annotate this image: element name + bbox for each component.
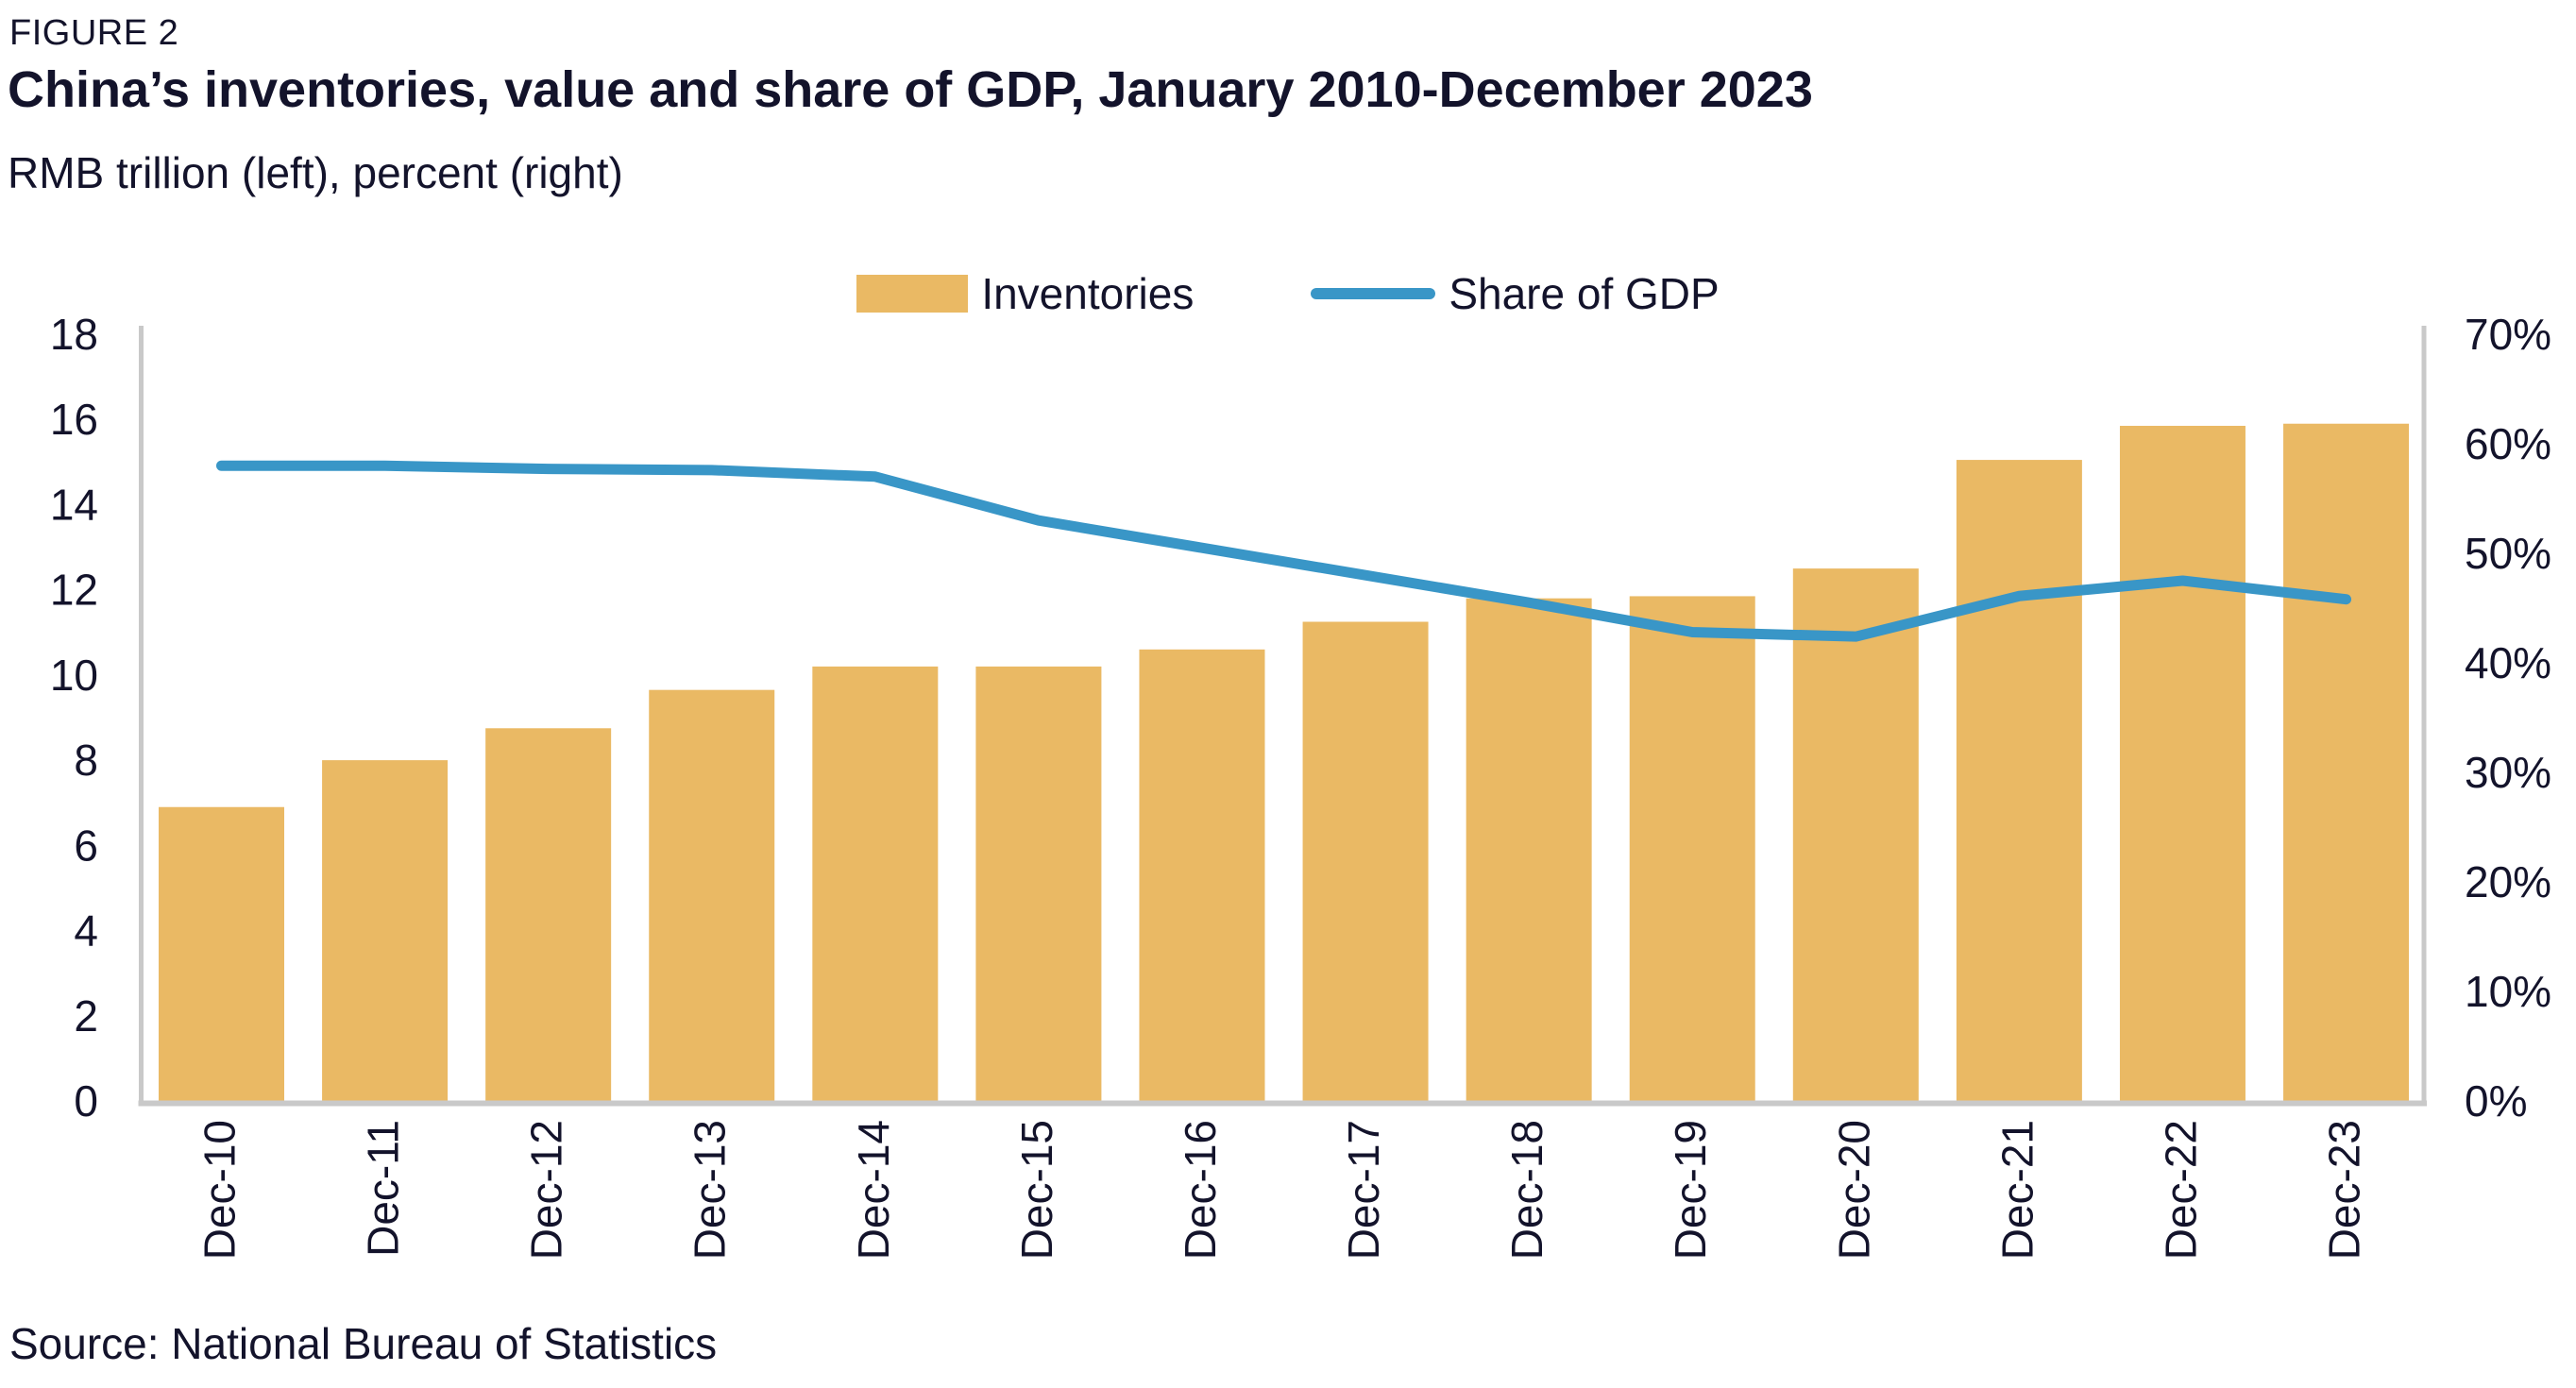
y-left-tick-label: 10 xyxy=(50,651,98,700)
chart-subtitle: RMB trillion (left), percent (right) xyxy=(8,148,623,197)
inventories-bar xyxy=(159,806,284,1101)
y-right-tick-label: 70% xyxy=(2465,310,2551,359)
y-right-tick-label: 50% xyxy=(2465,529,2551,578)
inventories-bar xyxy=(1139,649,1265,1101)
inventories-bar xyxy=(2119,425,2246,1101)
inventories-bar xyxy=(649,689,775,1101)
x-tick-label: Dec-17 xyxy=(1339,1120,1388,1260)
y-left-tick-label: 8 xyxy=(74,736,98,785)
y-left-tick-label: 14 xyxy=(50,480,98,529)
x-tick-label: Dec-20 xyxy=(1829,1120,1878,1260)
share-of-gdp-line xyxy=(216,460,2352,642)
inventories-bar xyxy=(1302,621,1429,1101)
y-right-tick-label: 60% xyxy=(2465,419,2551,468)
inventories-bar xyxy=(1466,598,1592,1101)
source-note: Source: National Bureau of Statistics xyxy=(9,1319,718,1368)
x-tick-label: Dec-14 xyxy=(849,1120,898,1260)
y-left-tick-label: 0 xyxy=(74,1076,98,1126)
inventories-bar xyxy=(2283,423,2410,1101)
y-right-tick-label: 40% xyxy=(2465,638,2551,687)
inventories-bar xyxy=(812,666,939,1101)
x-tick-label: Dec-15 xyxy=(1012,1120,1061,1260)
x-tick-label: Dec-21 xyxy=(1992,1120,2042,1260)
y-left-tick-label: 4 xyxy=(74,906,98,956)
inventories-bar xyxy=(322,760,449,1101)
y-left-tick-label: 12 xyxy=(50,566,98,615)
x-tick-label: Dec-11 xyxy=(359,1120,408,1257)
y-left-tick-label: 18 xyxy=(50,310,98,359)
x-tick-label: Dec-23 xyxy=(2320,1120,2369,1260)
inventories-bar xyxy=(1629,596,1755,1101)
inventories-bar xyxy=(485,728,612,1101)
x-tick-label: Dec-16 xyxy=(1176,1120,1225,1260)
x-tick-label: Dec-19 xyxy=(1666,1120,1715,1260)
page-title: China’s inventories, value and share of … xyxy=(8,61,1813,118)
y-left-tick-label: 6 xyxy=(74,821,98,870)
x-tick-label: Dec-12 xyxy=(522,1120,571,1260)
y-right-tick-label: 10% xyxy=(2465,967,2551,1016)
x-tick-label: Dec-22 xyxy=(2156,1120,2205,1260)
inventories-legend-label: Inventories xyxy=(981,269,1195,318)
y-left-tick-label: 2 xyxy=(74,991,98,1041)
x-tick-label: Dec-13 xyxy=(686,1120,735,1260)
inventories-bar xyxy=(975,666,1102,1101)
figure-label: FIGURE 2 xyxy=(9,13,179,53)
x-tick-label: Dec-10 xyxy=(195,1120,245,1260)
x-tick-label: Dec-18 xyxy=(1502,1120,1551,1260)
chart-legend: Inventories Share of GDP xyxy=(0,268,2576,319)
y-right-tick-label: 0% xyxy=(2465,1076,2527,1126)
inventories-bar xyxy=(1792,568,1919,1101)
share-of-gdp-legend-label: Share of GDP xyxy=(1449,269,1720,318)
y-right-tick-label: 30% xyxy=(2465,748,2551,797)
inventories-legend-swatch xyxy=(856,275,969,313)
inventories-bar xyxy=(1956,460,2082,1102)
share-of-gdp-legend-swatch xyxy=(1311,288,1436,299)
y-right-tick-label: 20% xyxy=(2465,857,2551,906)
y-left-tick-label: 16 xyxy=(50,395,98,444)
